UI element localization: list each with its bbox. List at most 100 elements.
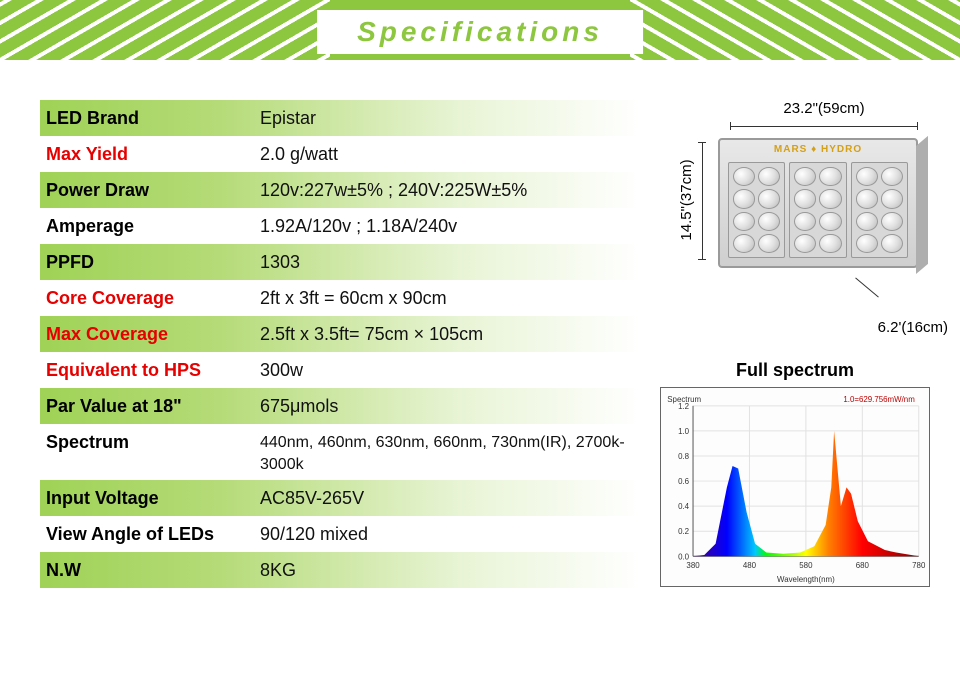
svg-text:480: 480: [743, 561, 757, 570]
spec-row: Spectrum440nm, 460nm, 630nm, 660nm, 730n…: [40, 424, 640, 480]
led-grid: [728, 162, 908, 258]
led-icon: [794, 234, 816, 253]
led-icon: [856, 212, 878, 231]
product-depth-face: [916, 136, 928, 274]
led-icon: [856, 167, 878, 186]
header-title: Specifications: [357, 16, 603, 47]
spec-value: 90/120 mixed: [260, 524, 640, 545]
spec-row: Power Draw120v:227w±5% ; 240V:225W±5%: [40, 172, 640, 208]
spectrum-title: Full spectrum: [660, 360, 930, 381]
spec-label: N.W: [40, 560, 260, 581]
led-icon: [819, 167, 841, 186]
product-brand-label: MARS ♦ HYDRO: [720, 144, 916, 155]
spec-row: Amperage1.92A/120v ; 1.18A/240v: [40, 208, 640, 244]
spec-label: Max Yield: [40, 144, 260, 165]
dimension-height-label: 14.5"(37cm): [678, 150, 695, 250]
led-icon: [794, 189, 816, 208]
svg-text:380: 380: [686, 561, 700, 570]
spec-value: 440nm, 460nm, 630nm, 660nm, 730nm(IR), 2…: [260, 432, 640, 477]
svg-text:Spectrum: Spectrum: [667, 395, 701, 404]
led-icon: [758, 234, 780, 253]
led-icon: [819, 189, 841, 208]
dimension-width-line: [730, 122, 918, 130]
spec-value: 8KG: [260, 560, 640, 581]
led-icon: [733, 189, 755, 208]
spec-label: Amperage: [40, 216, 260, 237]
led-panel: [851, 162, 908, 258]
header-stripes-right: [630, 0, 960, 60]
dimension-depth-line: [855, 277, 879, 297]
spec-value: 2.0 g/watt: [260, 144, 640, 165]
dimension-depth-label: 6.2'(16cm): [878, 319, 948, 336]
svg-text:0.4: 0.4: [678, 502, 690, 511]
led-icon: [794, 212, 816, 231]
led-icon: [881, 212, 903, 231]
led-icon: [819, 212, 841, 231]
led-icon: [733, 212, 755, 231]
right-column: 23.2"(59cm) 14.5"(37cm) MARS ♦ HYDRO 6.2…: [640, 100, 930, 592]
header-stripes-left: [0, 0, 330, 60]
spec-value: 675μmols: [260, 396, 640, 417]
spec-row: Input VoltageAC85V-265V: [40, 480, 640, 516]
dimension-height-line: [698, 142, 706, 260]
spec-label: Core Coverage: [40, 288, 260, 309]
spec-row: View Angle of LEDs90/120 mixed: [40, 516, 640, 552]
led-icon: [881, 234, 903, 253]
svg-text:1.0=629.756mW/nm: 1.0=629.756mW/nm: [843, 395, 915, 404]
spec-label: LED Brand: [40, 108, 260, 129]
spec-row: Equivalent to HPS300w: [40, 352, 640, 388]
spec-value: 1303: [260, 252, 640, 273]
led-panel: [789, 162, 846, 258]
spec-value: AC85V-265V: [260, 488, 640, 509]
spec-label: PPFD: [40, 252, 260, 273]
spec-row: Par Value at 18"675μmols: [40, 388, 640, 424]
led-icon: [881, 189, 903, 208]
led-icon: [758, 212, 780, 231]
spec-row: Core Coverage2ft x 3ft = 60cm x 90cm: [40, 280, 640, 316]
spec-label: Input Voltage: [40, 488, 260, 509]
led-panel: [728, 162, 785, 258]
svg-text:680: 680: [856, 561, 870, 570]
spec-row: LED BrandEpistar: [40, 100, 640, 136]
led-icon: [733, 167, 755, 186]
spec-value: Epistar: [260, 108, 640, 129]
dimension-width-label: 23.2"(59cm): [730, 100, 918, 117]
spec-value: 2.5ft x 3.5ft= 75cm × 105cm: [260, 324, 640, 345]
led-icon: [758, 189, 780, 208]
product-dimension-diagram: 23.2"(59cm) 14.5"(37cm) MARS ♦ HYDRO 6.2…: [660, 100, 930, 330]
spec-label: Spectrum: [40, 432, 260, 453]
svg-text:0.0: 0.0: [678, 552, 690, 561]
spec-value: 120v:227w±5% ; 240V:225W±5%: [260, 180, 640, 201]
led-icon: [881, 167, 903, 186]
led-icon: [819, 234, 841, 253]
led-icon: [794, 167, 816, 186]
spectrum-block: Full spectrum 0.00.20.40.60.81.01.238048…: [660, 360, 930, 592]
svg-text:780: 780: [912, 561, 926, 570]
spec-label: Equivalent to HPS: [40, 360, 260, 381]
svg-text:0.6: 0.6: [678, 477, 690, 486]
spec-label: Max Coverage: [40, 324, 260, 345]
spectrum-chart: 0.00.20.40.60.81.01.2380480580680780Spec…: [660, 387, 930, 587]
content-area: LED BrandEpistarMax Yield2.0 g/wattPower…: [0, 60, 960, 612]
product-render: MARS ♦ HYDRO: [718, 138, 918, 268]
spec-table: LED BrandEpistarMax Yield2.0 g/wattPower…: [40, 100, 640, 592]
led-icon: [856, 234, 878, 253]
spec-row: PPFD1303: [40, 244, 640, 280]
spec-value: 1.92A/120v ; 1.18A/240v: [260, 216, 640, 237]
svg-text:580: 580: [799, 561, 813, 570]
led-icon: [733, 234, 755, 253]
spec-row: Max Coverage2.5ft x 3.5ft= 75cm × 105cm: [40, 316, 640, 352]
spec-label: View Angle of LEDs: [40, 524, 260, 545]
svg-text:0.2: 0.2: [678, 527, 689, 536]
svg-text:Wavelength(nm): Wavelength(nm): [777, 575, 835, 584]
svg-text:0.8: 0.8: [678, 452, 690, 461]
spec-row: N.W8KG: [40, 552, 640, 588]
header-band: Specifications: [0, 0, 960, 60]
spec-value: 300w: [260, 360, 640, 381]
header-title-box: Specifications: [317, 10, 643, 54]
spec-label: Par Value at 18": [40, 396, 260, 417]
led-icon: [758, 167, 780, 186]
svg-text:1.0: 1.0: [678, 427, 690, 436]
spec-value: 2ft x 3ft = 60cm x 90cm: [260, 288, 640, 309]
spec-row: Max Yield2.0 g/watt: [40, 136, 640, 172]
